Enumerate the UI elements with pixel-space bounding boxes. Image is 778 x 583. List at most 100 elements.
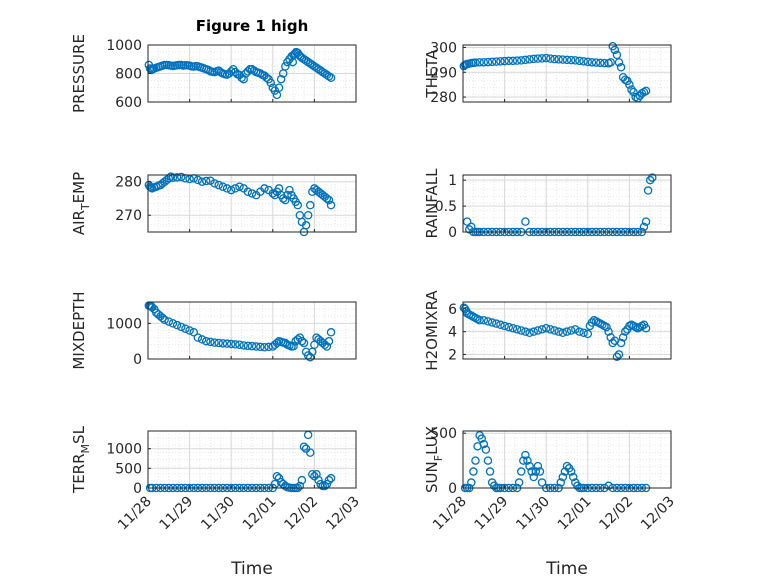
- data-point: [322, 342, 332, 351]
- data-point: [566, 467, 576, 476]
- data-point: [641, 86, 651, 96]
- data-point: [226, 339, 236, 349]
- data-point: [206, 176, 215, 185]
- data-point: [243, 187, 253, 197]
- data-point: [546, 325, 555, 334]
- y-tick-label: 280: [115, 175, 142, 191]
- y-tick-label: 500: [115, 461, 142, 477]
- data-point: [558, 55, 568, 64]
- data-point: [523, 456, 532, 465]
- data-point: [274, 83, 284, 93]
- data-point: [289, 341, 298, 351]
- y-tick-label: 300: [430, 40, 457, 56]
- data-point: [479, 315, 489, 325]
- data-point: [541, 323, 551, 333]
- x-axis-label: Time: [545, 559, 588, 579]
- data-point: [158, 313, 167, 323]
- data-point: [541, 53, 551, 63]
- data-point: [189, 328, 199, 337]
- data-point: [197, 335, 207, 344]
- data-point: [172, 320, 182, 330]
- y-tick-label: 290: [430, 65, 457, 81]
- y-tick-label: 0: [133, 481, 142, 497]
- data-point: [322, 194, 332, 203]
- data-point: [483, 57, 493, 67]
- data-point: [610, 45, 620, 55]
- data-point: [514, 478, 524, 487]
- data-point: [222, 184, 232, 193]
- data-point: [324, 72, 334, 81]
- y-tick-label: 270: [115, 208, 142, 224]
- y-axis-label: MIXDEPTH: [70, 291, 88, 369]
- y-axis-label: AIRTEMP: [70, 172, 92, 235]
- data-point: [527, 467, 536, 476]
- data-point: [206, 337, 215, 347]
- data-point: [272, 471, 282, 481]
- data-point: [525, 461, 534, 471]
- data-point: [537, 54, 547, 63]
- axes-box: [462, 430, 672, 489]
- axes-box: [462, 44, 672, 103]
- y-tick-label: 0: [448, 481, 457, 497]
- data-point: [281, 338, 290, 348]
- data-point: [477, 434, 486, 443]
- data-point: [579, 57, 588, 66]
- axes-box: [462, 301, 672, 360]
- data-point: [629, 87, 638, 97]
- data-point: [612, 50, 622, 60]
- data-point: [500, 321, 509, 331]
- data-point: [481, 445, 491, 454]
- x-axis-label: Time: [230, 559, 273, 579]
- data-point: [529, 327, 538, 336]
- data-point: [301, 221, 311, 230]
- data-point: [616, 338, 626, 348]
- data-point: [521, 217, 530, 226]
- chart-panel-row3-right: 2 4 6 H2OMIXRA: [423, 290, 672, 371]
- data-point: [239, 74, 248, 84]
- y-tick-label: 800: [115, 67, 142, 83]
- data-point: [519, 456, 528, 465]
- data-point: [247, 189, 257, 198]
- data-point: [210, 179, 219, 188]
- data-point: [566, 326, 576, 335]
- data-point: [177, 322, 186, 332]
- data-point: [297, 475, 307, 485]
- data-point: [521, 55, 530, 65]
- data-point: [145, 182, 155, 191]
- data-point: [471, 58, 480, 67]
- data-point: [177, 172, 186, 182]
- data-point: [604, 327, 613, 336]
- data-point: [197, 177, 207, 186]
- data-point: [462, 217, 472, 226]
- data-point: [500, 56, 509, 66]
- data-point: [193, 333, 203, 342]
- data-point: [324, 336, 334, 346]
- data-point: [235, 182, 244, 191]
- data-point: [231, 184, 240, 193]
- data-point: [326, 328, 336, 337]
- y-tick-label: 1: [448, 173, 457, 189]
- data-point: [512, 56, 522, 65]
- y-axis-label-rest: LUX: [423, 426, 441, 455]
- data-point: [591, 58, 601, 67]
- data-point: [537, 478, 547, 487]
- y-axis-label-sub: F: [432, 455, 445, 461]
- data-point: [185, 326, 194, 335]
- data-point: [160, 315, 169, 325]
- y-tick-label: 2: [448, 347, 457, 363]
- data-point: [168, 173, 178, 182]
- y-tick-label: 1000: [106, 316, 142, 332]
- y-axis-label-rest: SL: [70, 425, 88, 444]
- data-point: [172, 173, 182, 182]
- data-point: [521, 450, 530, 460]
- y-tick-label: 500: [430, 426, 457, 442]
- data-point: [239, 341, 248, 350]
- y-tick-label: 0: [448, 225, 457, 241]
- data-point: [587, 58, 597, 67]
- axes-box: [147, 430, 357, 489]
- data-point: [305, 448, 315, 457]
- data-point: [529, 54, 538, 64]
- data-point: [283, 190, 292, 200]
- data-point: [201, 336, 211, 346]
- data-point: [210, 338, 219, 347]
